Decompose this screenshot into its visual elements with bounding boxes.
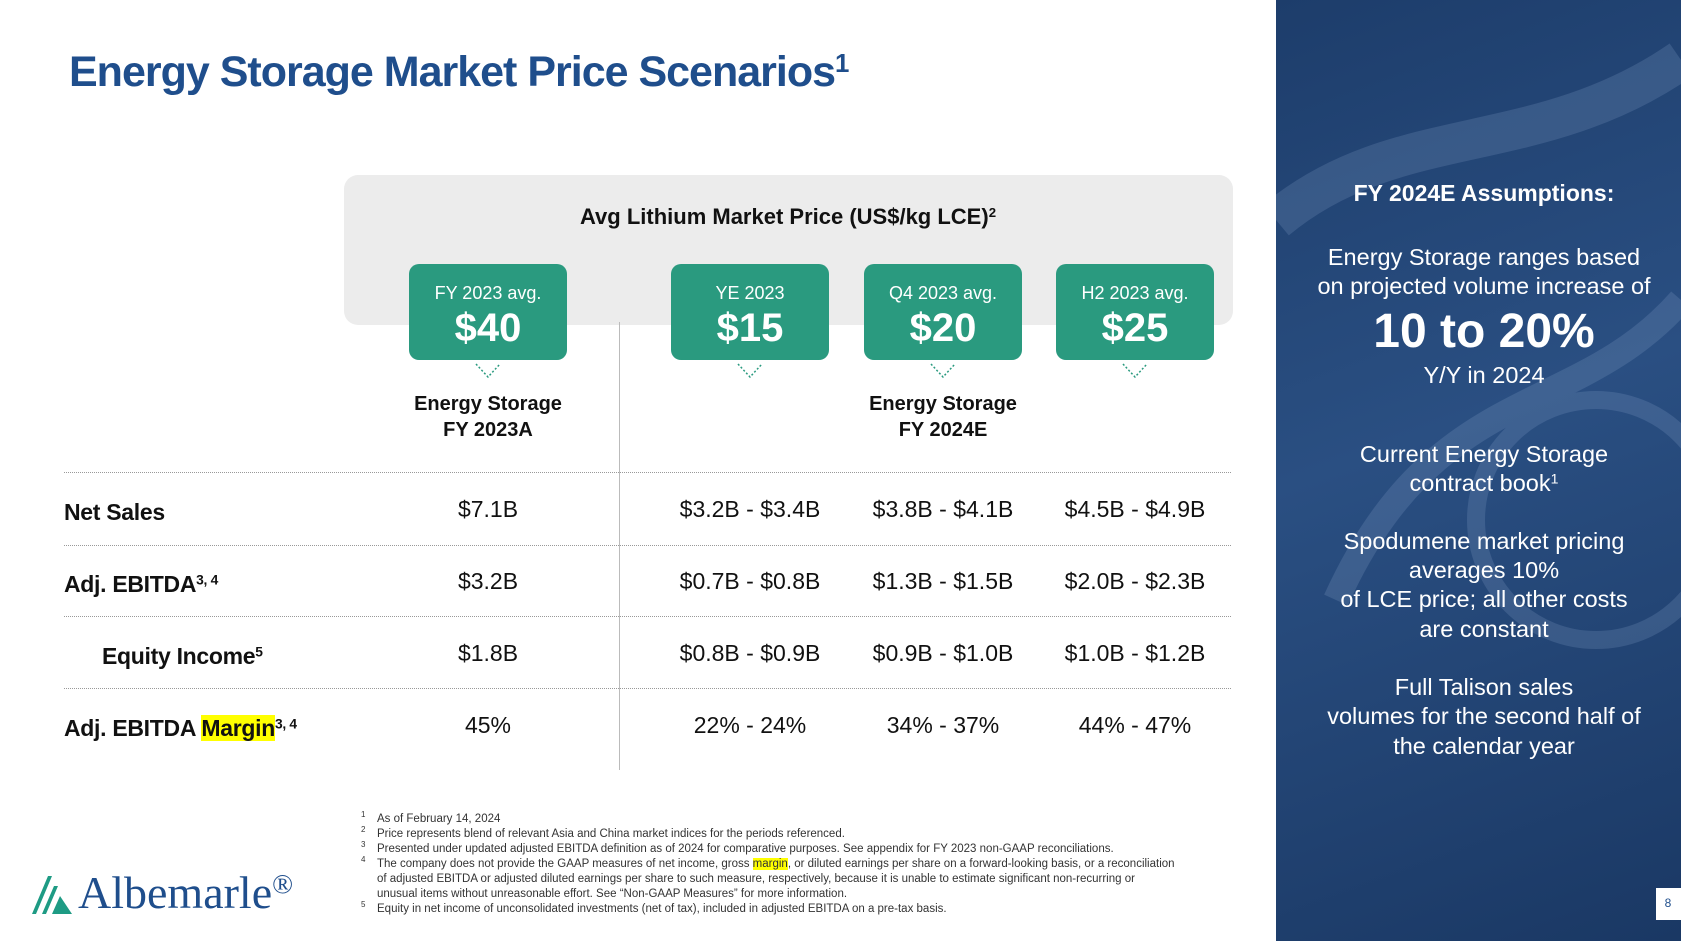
page-number-box	[1656, 888, 1681, 920]
cell: 45%	[464, 712, 512, 738]
sidebar-text: volumes for the second half of	[1327, 703, 1641, 729]
price-box	[671, 264, 829, 360]
row-label: Adj. EBITDA Margin3, 4	[64, 715, 297, 741]
row-label: Adj. EBITDA3, 4	[64, 571, 218, 597]
footnote-number: 4	[361, 855, 366, 864]
sidebar-panel	[1276, 0, 1681, 941]
logo-mark	[32, 876, 72, 914]
footnote-number: 2	[361, 825, 366, 834]
arrow	[1122, 363, 1148, 379]
cell: 22% - 24%	[693, 712, 807, 738]
price-value: $40	[454, 306, 522, 350]
cell: $3.2B	[457, 568, 519, 594]
sidebar-text: averages 10%	[1408, 557, 1560, 583]
arrow	[737, 363, 763, 379]
sidebar-text: Spodumene market pricing	[1343, 528, 1625, 554]
group-header: FY 2024E	[898, 419, 988, 441]
price-label: FY 2023 avg.	[434, 283, 542, 303]
sidebar-text: of LCE price; all other costs	[1340, 586, 1628, 612]
arrow	[930, 363, 956, 379]
sidebar-text: contract book1	[1409, 470, 1559, 496]
price-box	[1056, 264, 1214, 360]
price-label: Q4 2023 avg.	[888, 283, 998, 303]
arrow	[475, 363, 501, 379]
group-header: Energy Storage	[869, 393, 1017, 415]
footnote-number: 1	[361, 810, 366, 819]
sidebar-decoration	[1276, 43, 1681, 649]
row-separator	[64, 472, 1231, 473]
row-label: Equity Income5	[102, 643, 263, 669]
sidebar-text: Current Energy Storage	[1359, 441, 1609, 467]
divider	[619, 322, 620, 770]
sidebar-text: on projected volume increase of	[1317, 273, 1651, 299]
sidebar-text: the calendar year	[1393, 733, 1575, 759]
price-value: $15	[716, 306, 784, 350]
cell: 34% - 37%	[886, 712, 1000, 738]
price-box	[409, 264, 567, 360]
cell: 44% - 47%	[1078, 712, 1192, 738]
logo: Albemarle®	[78, 867, 294, 918]
sidebar-heading: FY 2024E Assumptions:	[1353, 180, 1615, 206]
page-number: 8	[1664, 896, 1672, 910]
cell: $3.8B - $4.1B	[872, 496, 1014, 522]
footnote-number: 5	[361, 900, 366, 909]
price-box	[864, 264, 1022, 360]
cell: $0.9B - $1.0B	[872, 640, 1014, 666]
cell: $2.0B - $2.3B	[1064, 568, 1206, 594]
row-separator	[64, 616, 1231, 617]
sidebar-text: Y/Y in 2024	[1423, 362, 1545, 388]
footnote: Price represents blend of relevant Asia …	[377, 828, 845, 840]
row-separator	[64, 688, 1231, 689]
group-header: Energy Storage	[414, 393, 562, 415]
sidebar-text: Full Talison sales	[1394, 674, 1574, 700]
group-header: FY 2023A	[443, 419, 533, 441]
cell: $1.3B - $1.5B	[872, 568, 1014, 594]
footnote-number: 3	[361, 840, 366, 849]
price-label: H2 2023 avg.	[1081, 283, 1189, 303]
cell: $7.1B	[457, 496, 519, 522]
cell: $1.0B - $1.2B	[1064, 640, 1206, 666]
sidebar-text: Energy Storage ranges based	[1327, 244, 1641, 270]
cell: $0.7B - $0.8B	[679, 568, 821, 594]
sidebar-big: 10 to 20%	[1373, 305, 1595, 358]
title: Energy Storage Market Price Scenarios1	[69, 48, 849, 96]
cell: $0.8B - $0.9B	[679, 640, 821, 666]
price-value: $20	[909, 306, 977, 350]
cell: $1.8B	[457, 640, 519, 666]
cell: $4.5B - $4.9B	[1064, 496, 1206, 522]
price-value: $25	[1101, 306, 1169, 350]
row-separator	[64, 545, 1231, 546]
row-label: Net Sales	[64, 499, 165, 525]
footnote: The company does not provide the GAAP me…	[377, 858, 1175, 900]
table-header: Avg Lithium Market Price (US$/kg LCE)2	[579, 204, 997, 229]
sidebar-text: are constant	[1419, 616, 1549, 642]
footnote: Presented under updated adjusted EBITDA …	[377, 843, 1114, 855]
footnote: Equity in net income of unconsolidated i…	[377, 903, 947, 915]
price-label: YE 2023	[715, 283, 785, 303]
cell: $3.2B - $3.4B	[679, 496, 821, 522]
footnote: As of February 14, 2024	[377, 813, 501, 825]
